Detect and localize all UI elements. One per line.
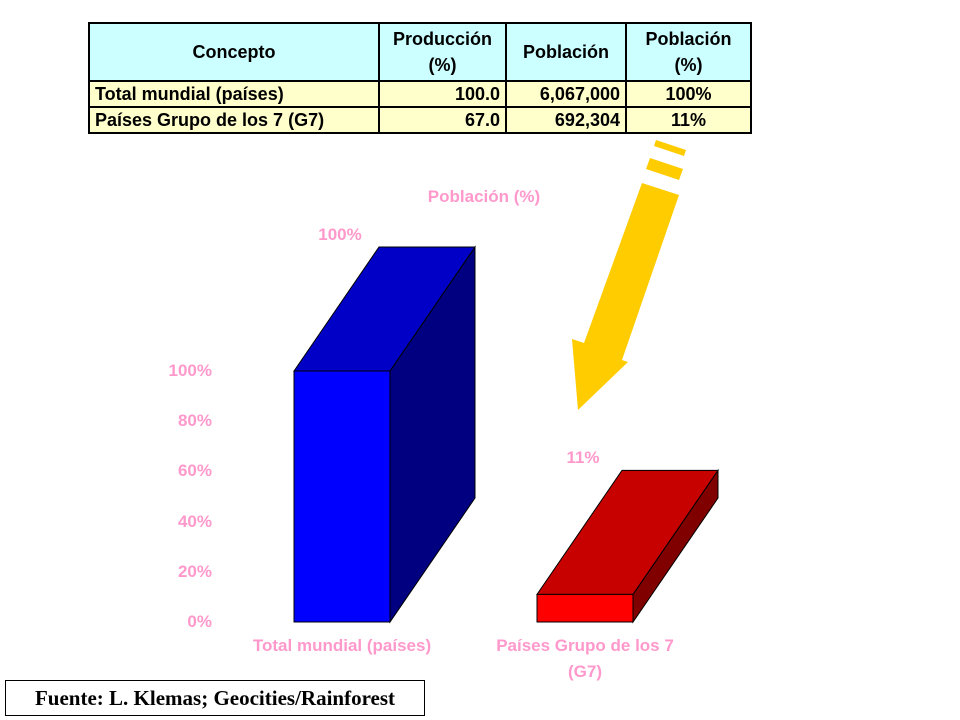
data-table: Concepto Producción (%) Población Poblac… bbox=[88, 22, 752, 134]
cell: 6,067,000 bbox=[505, 80, 627, 108]
y-tick-label: 80% bbox=[177, 411, 212, 431]
y-tick-label: 0% bbox=[187, 612, 212, 631]
cell: 692,304 bbox=[505, 106, 627, 134]
bar bbox=[293, 370, 391, 623]
x-tick-label: Países Grupo de los 7 (G7) bbox=[496, 636, 674, 681]
header-cell: Concepto bbox=[88, 22, 380, 82]
cell: Total mundial (países) bbox=[88, 80, 380, 108]
chart-title: Población (%) bbox=[427, 187, 541, 206]
cell: 11% bbox=[625, 106, 752, 134]
bar bbox=[536, 593, 634, 623]
x-tick-label: Total mundial (países) bbox=[252, 636, 432, 655]
arrow bbox=[572, 140, 686, 410]
y-tick-label: 20% bbox=[177, 561, 212, 581]
y-tick-label: 40% bbox=[177, 511, 212, 531]
cell: 100% bbox=[625, 80, 752, 108]
header-cell: Población bbox=[505, 22, 627, 82]
source-note: Fuente: L. Klemas; Geocities/Rainforest bbox=[5, 680, 425, 716]
header-cell: Producción (%) bbox=[378, 22, 507, 82]
value-label: 100% bbox=[318, 225, 362, 244]
cell: Países Grupo de los 7 (G7) bbox=[88, 106, 380, 134]
value-label: 11% bbox=[566, 448, 600, 468]
y-tick-label: 60% bbox=[177, 461, 212, 481]
cell: 100.0 bbox=[378, 80, 507, 108]
cell: 67.0 bbox=[378, 106, 507, 134]
header-cell: Población (%) bbox=[625, 22, 752, 82]
y-tick-label: 100% bbox=[168, 361, 212, 380]
